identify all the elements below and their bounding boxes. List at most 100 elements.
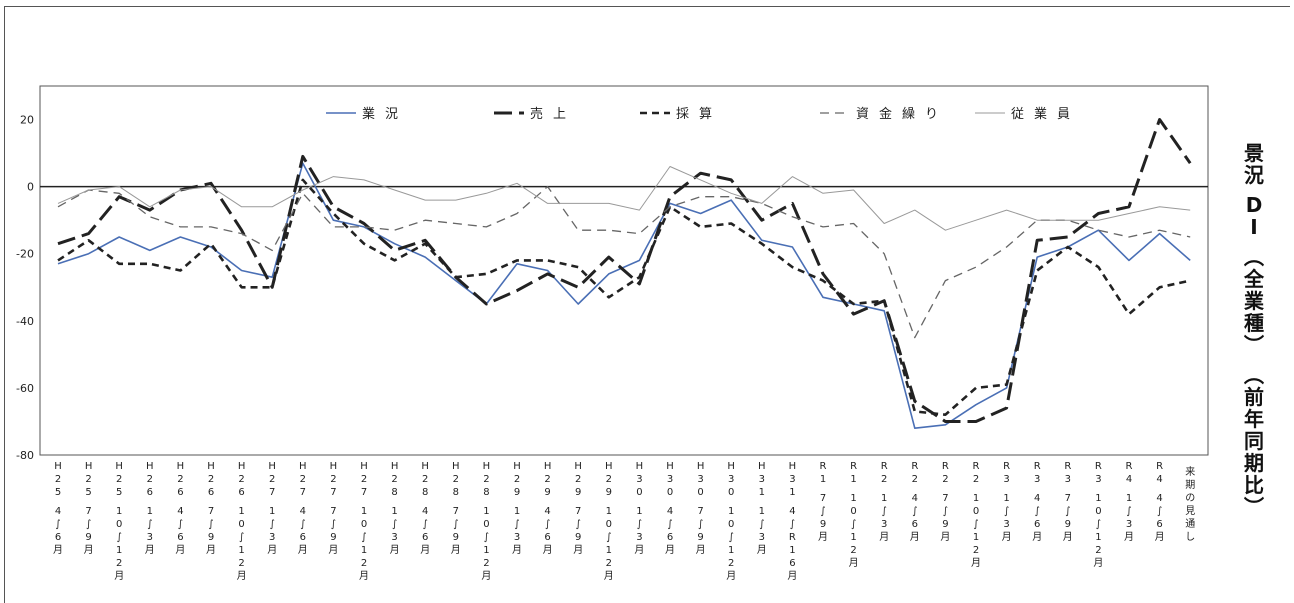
x-tick-char: 4 xyxy=(1034,493,1040,504)
x-tick-char: 9 xyxy=(453,532,459,543)
x-tick-label: R 2 7 ∫ 9月 xyxy=(940,461,950,543)
x-tick-char: 0 xyxy=(361,519,367,530)
x-tick-char: ∫ xyxy=(1004,506,1009,517)
x-tick-char: 0 xyxy=(238,519,244,530)
x-tick-char: H xyxy=(544,461,552,472)
x-tick-char: 2 xyxy=(330,474,336,485)
x-tick-label: H 3 0 1 0 ∫ 1 2月 xyxy=(726,461,736,582)
x-tick-char: 6 xyxy=(208,487,214,498)
x-tick-char: H xyxy=(115,461,123,472)
x-tick-char: 4 xyxy=(300,506,306,517)
legend-label: 採算 xyxy=(676,107,722,122)
title-char: 前 xyxy=(1244,385,1264,409)
x-tick-char: ∫ xyxy=(912,506,917,517)
x-tick-char: H xyxy=(146,461,154,472)
x-tick-char: 7 xyxy=(575,506,581,517)
x-tick-char: 7 xyxy=(330,506,336,517)
x-tick-char: H xyxy=(268,461,276,472)
x-tick-char: H xyxy=(299,461,307,472)
x-tick-char: 6 xyxy=(300,532,306,543)
x-tick-char: H xyxy=(789,461,797,472)
x-tick-char: 6 xyxy=(177,487,183,498)
x-tick-char: 8 xyxy=(422,487,428,498)
x-tick-label: H 2 5 7 ∫ 9月 xyxy=(84,461,94,556)
x-tick-char: 0 xyxy=(636,487,642,498)
x-tick-char: 月 xyxy=(84,544,94,556)
x-tick-char: H xyxy=(207,461,215,472)
x-tick-char: ∫ xyxy=(576,519,581,530)
y-tick-label: -60 xyxy=(16,382,34,395)
x-tick-char: 1 xyxy=(238,545,244,556)
x-tick-label: H 2 6 1 ∫ 3月 xyxy=(145,461,155,556)
x-tick-char: 1 xyxy=(361,506,367,517)
x-tick-char: 月 xyxy=(604,570,614,582)
x-tick-char: R xyxy=(850,461,857,472)
x-tick-char: 3 xyxy=(759,532,765,543)
x-tick-char: H xyxy=(513,461,521,472)
x-tick-char: 月 xyxy=(726,570,736,582)
x-tick-label: R 1 1 0 ∫ 1 2月 xyxy=(849,461,859,569)
x-tick-char: 2 xyxy=(1095,545,1101,556)
x-tick-char: 1 xyxy=(728,545,734,556)
x-tick-char: 8 xyxy=(453,487,459,498)
x-tick-char: 2 xyxy=(55,474,61,485)
x-tick-char: 月 xyxy=(696,544,706,556)
x-tick-char: 9 xyxy=(208,532,214,543)
x-tick-char: 7 xyxy=(330,487,336,498)
x-tick-char: 7 xyxy=(361,487,367,498)
x-tick-char: 2 xyxy=(391,474,397,485)
x-tick-char: 1 xyxy=(1003,493,1009,504)
x-tick-char: R xyxy=(973,461,980,472)
x-tick-char: 1 xyxy=(1095,493,1101,504)
x-tick-label: H 3 0 4 ∫ 6月 xyxy=(665,461,675,556)
x-tick-char: ∫ xyxy=(300,519,305,530)
x-tick-char: 2 xyxy=(575,474,581,485)
x-tick-char: 7 xyxy=(269,487,275,498)
x-tick-char: 月 xyxy=(1155,531,1165,543)
title-char: ︶ xyxy=(1244,333,1264,357)
x-tick-char: 月 xyxy=(114,570,124,582)
x-tick-char: ∫ xyxy=(147,519,152,530)
x-tick-char: 月 xyxy=(175,544,185,556)
x-tick-char: H xyxy=(483,461,491,472)
legend-label: 売上 xyxy=(530,106,576,122)
x-tick-label: R 2 4 ∫ 6月 xyxy=(910,461,920,543)
x-tick-char: 7 xyxy=(453,506,459,517)
x-tick-char: ∫ xyxy=(1035,506,1040,517)
x-tick-label: H 3 1 4 ∫ R 1 6月 xyxy=(787,461,797,582)
x-tick-char: H xyxy=(636,461,644,472)
x-tick-char: 3 xyxy=(391,532,397,543)
x-tick-char: 月 xyxy=(665,544,675,556)
x-tick-char: ∫ xyxy=(759,519,764,530)
x-tick-char: 月 xyxy=(573,544,583,556)
x-tick-char: 3 xyxy=(1003,474,1009,485)
x-tick-char: 1 xyxy=(147,506,153,517)
x-tick-char: 9 xyxy=(514,487,520,498)
x-tick-char: 6 xyxy=(147,487,153,498)
x-tick-char: 1 xyxy=(514,506,520,517)
x-tick-label: R 1 7 ∫ 9月 xyxy=(818,461,828,543)
x-tick-char: 1 xyxy=(759,506,765,517)
x-tick-char: 2 xyxy=(606,474,612,485)
x-tick-char: ∫ xyxy=(790,519,795,530)
y-tick-label: -40 xyxy=(16,315,34,328)
x-tick-char: 2 xyxy=(912,474,918,485)
x-tick-char: 月 xyxy=(512,544,522,556)
x-tick-char: H xyxy=(238,461,246,472)
x-tick-char: 7 xyxy=(1065,493,1071,504)
x-tick-char: 9 xyxy=(942,519,948,530)
x-tick-char: 0 xyxy=(483,519,489,530)
title-char: 全 xyxy=(1243,267,1265,291)
x-tick-char: 9 xyxy=(697,532,703,543)
x-tick-char: 月 xyxy=(1063,531,1073,543)
axes xyxy=(39,85,1209,456)
x-tick-char: 1 xyxy=(483,506,489,517)
